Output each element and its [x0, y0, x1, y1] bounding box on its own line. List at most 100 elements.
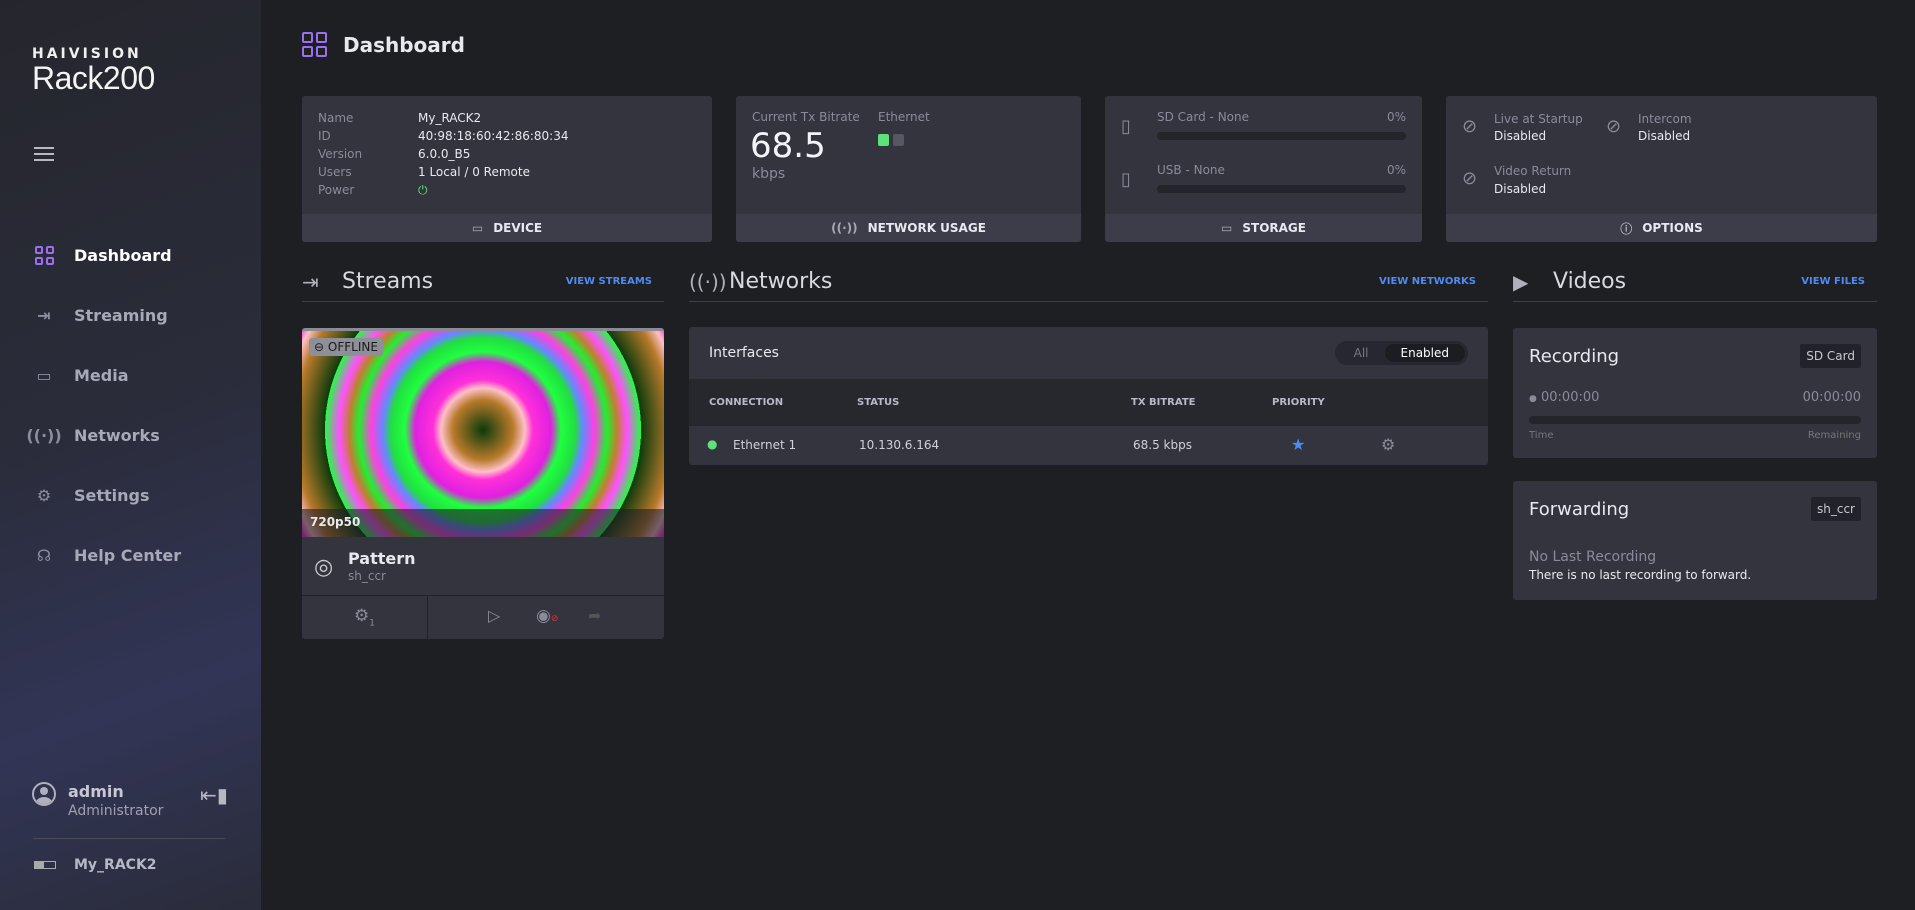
sidebar-item-help-center[interactable]: ☊ Help Center [34, 540, 254, 570]
sidebar-item-streaming[interactable]: ⇥ Streaming [34, 300, 254, 330]
media-icon: ▭ [36, 365, 52, 385]
hamburger-menu-icon[interactable] [34, 147, 54, 161]
live-at-startup-value: Disabled [1494, 129, 1547, 143]
connection-name: Ethernet 1 [733, 438, 797, 452]
col-status: STATUS [857, 397, 900, 408]
recording-remaining: 00:00:00 [1802, 390, 1861, 405]
sd-card-percent: 0% [1386, 110, 1406, 124]
sidebar: HAIVISION Rack200 Dashboard ⇥ Streaming … [0, 0, 261, 910]
play-icon[interactable]: ▷ [488, 606, 501, 625]
storage-card-footer: ▭ STORAGE [1105, 214, 1422, 242]
video-play-icon: ▶ [1513, 269, 1529, 294]
filter-all[interactable]: All [1353, 346, 1369, 360]
device-name: My_RACK2 [74, 857, 157, 873]
sidebar-item-label: Settings [74, 485, 150, 505]
storage-icon: ▭ [1221, 221, 1233, 235]
users-label: Users [318, 165, 352, 179]
ethernet-link-active [878, 134, 889, 146]
version-label: Version [318, 147, 363, 161]
bitrate-value: 68.5 [750, 126, 826, 166]
device-card[interactable]: Name My_RACK2 ID 40:98:18:60:42:86:80:34 V… [302, 96, 712, 242]
offline-icon: ⊖ [314, 340, 325, 354]
divider [302, 595, 664, 596]
video-return-label: Video Return [1494, 164, 1572, 178]
settings-count: 1 [369, 618, 375, 629]
brand-company-logo: HAIVISION [32, 46, 142, 62]
col-connection: CONNECTION [709, 397, 784, 408]
user-role: Administrator [68, 803, 164, 819]
page-title-text: Dashboard [343, 32, 465, 57]
view-files-link[interactable]: VIEW FILES [1801, 276, 1865, 287]
intercom-value: Disabled [1638, 129, 1691, 143]
divider [427, 595, 428, 639]
dashboard-icon [34, 245, 54, 265]
stream-card[interactable]: ⊖ OFFLINE 720p50 ◎ Pattern sh_ccr ⚙1 ▷ ◉… [302, 328, 664, 639]
startup-off-icon: ⊘ [1462, 116, 1478, 137]
power-label: Power [318, 183, 355, 197]
divider [33, 838, 225, 839]
recording-progress-bar [1529, 416, 1861, 424]
col-tx-bitrate: TX BITRATE [1131, 397, 1196, 408]
recording-time: 00:00:00 [1541, 390, 1600, 405]
interface-settings-icon[interactable]: ⚙ [1381, 435, 1396, 454]
network-card-footer: ((·)) NETWORK USAGE [736, 214, 1081, 242]
device-selector[interactable]: My_RACK2 [34, 857, 157, 873]
video-return-value: Disabled [1494, 182, 1547, 196]
brand-product-logo: Rack200 [32, 60, 155, 96]
filter-enabled[interactable]: Enabled [1384, 344, 1465, 362]
intercom-label: Intercom [1638, 112, 1692, 126]
forward-icon[interactable]: ➦ [588, 606, 602, 625]
logout-icon[interactable]: ⇤▮ [200, 783, 228, 807]
sidebar-item-label: Streaming [74, 305, 168, 325]
sd-card-label: SD Card - None [1157, 110, 1250, 124]
connection-status: 10.130.6.164 [859, 438, 940, 452]
video-return-off-icon: ⊘ [1462, 168, 1478, 189]
sidebar-item-settings[interactable]: ⚙ Settings [34, 480, 254, 510]
user-profile[interactable]: admin Administrator [32, 782, 163, 819]
videos-title: Videos [1553, 269, 1627, 294]
view-streams-link[interactable]: VIEW STREAMS [565, 276, 652, 287]
user-name: admin [68, 782, 124, 801]
offline-badge: ⊖ OFFLINE [309, 338, 383, 356]
view-networks-link[interactable]: VIEW NETWORKS [1378, 276, 1476, 287]
sidebar-item-media[interactable]: ▭ Media [34, 360, 254, 390]
sidebar-item-networks[interactable]: ((·)) Networks [26, 420, 254, 450]
dashboard-icon [302, 32, 327, 57]
remaining-label: Remaining [1807, 430, 1861, 441]
storage-card[interactable]: ▯ SD Card - None 0% ▯ USB - None 0% ▭ STO… [1105, 96, 1422, 242]
sidebar-item-label: Networks [74, 425, 160, 445]
forwarding-card: Forwarding sh_ccr No Last Recording Ther… [1513, 481, 1877, 600]
videos-header: ▶ Videos VIEW FILES [1513, 262, 1877, 302]
usb-label: USB - None [1157, 163, 1225, 177]
interfaces-filter[interactable]: All Enabled [1334, 341, 1468, 365]
live-at-startup-label: Live at Startup [1494, 112, 1583, 126]
recording-title: Recording [1529, 346, 1620, 367]
antenna-icon: ((·)) [689, 269, 727, 294]
col-priority: PRIORITY [1272, 397, 1325, 408]
sidebar-item-dashboard[interactable]: Dashboard [34, 240, 254, 270]
sidebar-item-label: Media [74, 365, 129, 385]
options-card[interactable]: ⊘ Live at Startup Disabled ⊘ Intercom Di… [1446, 96, 1877, 242]
forwarding-title: Forwarding [1529, 499, 1630, 520]
table-row[interactable]: ● Ethernet 1 10.130.6.164 68.5 kbps ★ ⚙ [689, 426, 1488, 465]
table-header: CONNECTION STATUS TX BITRATE PRIORITY [689, 379, 1488, 426]
gear-icon: ⚙ [36, 485, 52, 505]
interfaces-card: Interfaces All Enabled CONNECTION STATUS… [689, 327, 1488, 465]
ethernet-plug-icon: ● [707, 437, 718, 451]
forwarding-message: There is no last recording to forward. [1529, 568, 1752, 582]
stream-profile: sh_ccr [348, 569, 386, 583]
streams-title: Streams [342, 269, 434, 294]
stream-name: Pattern [348, 549, 416, 568]
record-disabled-icon[interactable]: ◉⊘ [536, 606, 559, 626]
ethernet-label: Ethernet [878, 110, 930, 124]
users-value: 1 Local / 0 Remote [418, 165, 530, 179]
device-icon [34, 861, 56, 869]
time-label: Time [1529, 430, 1554, 441]
network-usage-card[interactable]: Current Tx Bitrate 68.5 kbps Ethernet ((… [736, 96, 1081, 242]
recording-target: SD Card [1800, 344, 1861, 368]
pattern-source-icon: ◎ [314, 555, 334, 580]
forwarding-status: No Last Recording [1529, 549, 1657, 565]
usb-percent: 0% [1386, 163, 1406, 177]
priority-star-icon[interactable]: ★ [1291, 435, 1306, 454]
stream-settings-icon[interactable]: ⚙1 [354, 606, 375, 629]
